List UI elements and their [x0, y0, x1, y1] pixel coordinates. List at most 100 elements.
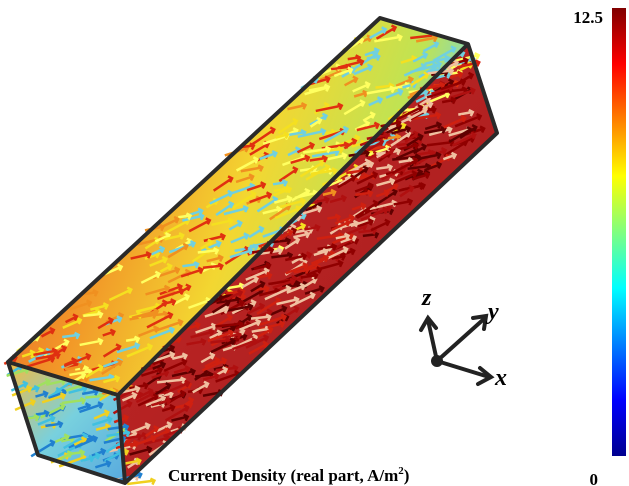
vector-arrow	[308, 75, 331, 86]
vector-arrow	[313, 247, 329, 257]
vector-arrow	[268, 304, 288, 317]
vector-arrow	[91, 447, 107, 457]
vector-arrow	[315, 102, 344, 113]
vector-arrow	[62, 316, 83, 329]
vector-arrow	[279, 197, 307, 209]
vector-arrow	[253, 261, 272, 271]
vector-arrow	[262, 205, 283, 215]
vector-arrow	[449, 70, 464, 79]
vector-arrow	[182, 212, 205, 222]
vector-arrow	[442, 151, 458, 161]
vector-arrow	[146, 311, 174, 329]
vector-arrow	[287, 102, 308, 111]
vector-arrow	[107, 423, 130, 431]
vector-arrow	[90, 302, 110, 311]
vector-arrow	[129, 381, 149, 390]
vector-arrow	[248, 340, 269, 355]
vector-arrow	[419, 151, 442, 160]
vector-arrow	[415, 34, 438, 43]
vector-arrow	[273, 195, 293, 204]
vector-arrow	[275, 131, 290, 139]
vector-arrow	[83, 310, 104, 319]
vector-arrow	[458, 108, 475, 117]
vector-arrow	[215, 320, 244, 329]
vector-arrow	[186, 321, 201, 331]
vector-arrow	[403, 62, 427, 77]
vector-arrow	[74, 434, 99, 449]
vector-arrow	[452, 131, 477, 147]
vector-arrow	[284, 236, 301, 250]
vector-arrow	[423, 126, 447, 135]
vector-arrow	[235, 156, 260, 172]
vector-arrow	[203, 232, 226, 243]
vector-arrow	[302, 205, 323, 215]
vector-arrow	[94, 459, 112, 469]
vector-arrow	[161, 215, 180, 228]
vector-arrow	[411, 171, 431, 181]
vector-arrow	[163, 379, 191, 395]
axis-label: y	[485, 299, 499, 325]
vector-arrow	[178, 212, 193, 221]
vector-arrow	[354, 51, 378, 70]
vector-arrow	[178, 283, 192, 294]
vector-arrow	[245, 334, 270, 349]
caption: Current Density (real part, A/m2)	[168, 465, 409, 485]
vector-arrow	[305, 163, 331, 181]
vector-arrow	[362, 111, 376, 122]
vector-arrow	[69, 299, 93, 311]
vector-arrow	[144, 425, 160, 438]
vector-arrow	[152, 360, 167, 370]
vector-arrow	[277, 228, 294, 241]
vector-arrow	[73, 436, 88, 446]
vector-arrow	[376, 163, 394, 172]
vector-arrow	[207, 329, 234, 343]
vector-arrow	[211, 299, 231, 314]
vector-arrow	[33, 347, 58, 357]
vector-arrow	[304, 285, 325, 295]
vector-arrow	[79, 337, 104, 347]
vector-arrow	[163, 358, 188, 372]
vector-arrow	[210, 337, 236, 354]
vector-arrow	[250, 313, 272, 322]
vector-arrow	[186, 338, 207, 346]
vector-arrow	[164, 232, 185, 241]
vector-arrow	[443, 114, 467, 129]
vector-arrow	[190, 328, 215, 339]
vector-arrow	[329, 194, 348, 204]
vector-arrow	[412, 143, 428, 155]
vector-arrow	[79, 401, 104, 414]
vector-arrow	[246, 181, 267, 192]
vector-arrow	[159, 283, 183, 296]
vector-arrow	[129, 445, 153, 456]
vector-arrow	[83, 289, 99, 297]
vector-arrow	[37, 414, 56, 426]
vector-arrow	[85, 363, 104, 379]
vector-arrow	[156, 376, 187, 385]
vector-arrow	[154, 382, 172, 396]
vector-arrow	[230, 232, 250, 244]
axis-label: z	[421, 285, 432, 311]
vector-arrow	[393, 197, 414, 206]
vector-arrow	[180, 266, 204, 278]
vector-arrow	[41, 392, 67, 404]
vector-arrow	[204, 306, 229, 318]
vector-arrow	[366, 85, 396, 95]
vector-arrow	[412, 111, 442, 121]
vector-arrow	[404, 130, 420, 143]
vector-arrow	[130, 251, 152, 260]
vector-arrow	[35, 409, 50, 418]
vector-arrow	[257, 326, 274, 338]
vector-arrow	[391, 156, 419, 175]
vector-arrow	[277, 117, 299, 135]
vector-arrow	[337, 58, 365, 69]
vector-arrow	[374, 33, 403, 43]
vector-arrow	[364, 47, 380, 57]
vector-arrow	[127, 477, 157, 486]
vector-arrow	[59, 450, 74, 461]
vector-arrow	[309, 154, 328, 163]
vector-arrow	[171, 367, 196, 378]
vector-arrow	[10, 380, 29, 392]
vector-arrow	[353, 63, 374, 76]
box-edges	[6, 16, 499, 485]
vector-arrow	[201, 239, 222, 253]
